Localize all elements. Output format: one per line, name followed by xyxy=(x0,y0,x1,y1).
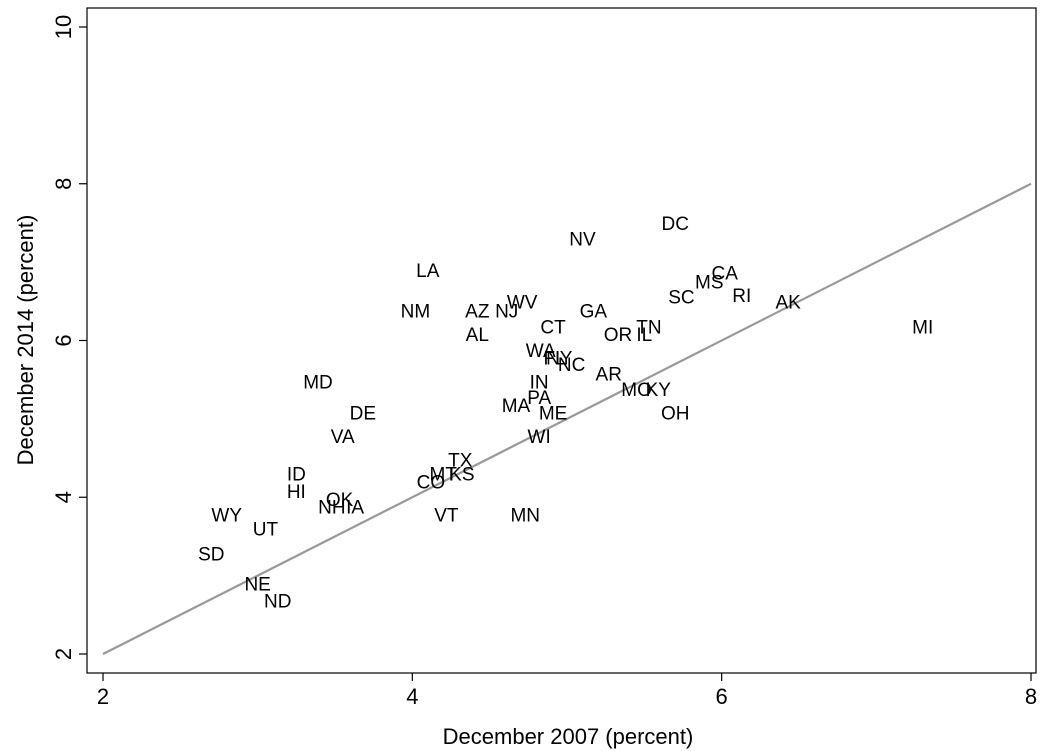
point-label-ga: GA xyxy=(580,302,608,323)
point-label-fl: FL xyxy=(544,349,566,370)
point-label-vt: VT xyxy=(434,505,459,526)
x-tick-label: 4 xyxy=(406,684,418,709)
x-tick-label: 2 xyxy=(97,684,109,709)
point-label-mi: MI xyxy=(912,317,933,338)
point-label-ky: KY xyxy=(646,380,672,401)
point-label-ct: CT xyxy=(540,317,566,338)
point-label-nd: ND xyxy=(264,592,291,613)
y-tick-label: 4 xyxy=(51,491,76,503)
y-tick-label: 8 xyxy=(51,178,76,190)
point-label-hi: HI xyxy=(287,482,306,503)
point-label-ca: CA xyxy=(712,263,739,284)
point-label-ma: MA xyxy=(502,396,531,417)
y-tick-label: 6 xyxy=(51,334,76,346)
axes: 2 4 6 8 2 4 6 8 10 xyxy=(51,15,1037,709)
point-label-ut: UT xyxy=(253,520,279,541)
point-label-or: OR xyxy=(604,325,633,346)
point-label-md: MD xyxy=(303,372,333,393)
point-label-wi: WI xyxy=(528,427,551,448)
point-label-nh: NH xyxy=(318,498,345,519)
point-label-nj: NJ xyxy=(495,302,518,323)
point-label-me: ME xyxy=(539,404,568,425)
point-label-ar: AR xyxy=(596,364,622,385)
point-label-al: AL xyxy=(466,325,489,346)
plot-frame xyxy=(86,7,1037,674)
x-tick-label: 8 xyxy=(1025,684,1037,709)
point-label-mn: MN xyxy=(510,505,540,526)
y-tick-label: 10 xyxy=(51,15,76,39)
point-label-nc: NC xyxy=(558,355,585,376)
y-tick-label: 2 xyxy=(51,648,76,660)
point-label-oh: OH xyxy=(661,404,690,425)
point-label-ia: IA xyxy=(346,498,364,519)
reference-line xyxy=(102,182,1032,655)
point-label-id: ID xyxy=(287,465,306,486)
y-axis-title: December 2014 (percent) xyxy=(13,215,38,466)
point-label-ks: KS xyxy=(449,465,474,486)
point-label-tx: TX xyxy=(448,451,473,472)
point-label-in: IN xyxy=(530,372,549,393)
x-axis-title: December 2007 (percent) xyxy=(443,724,694,749)
point-label-mo: MO xyxy=(621,380,652,401)
point-label-ms: MS xyxy=(695,273,724,294)
point-label-co: CO xyxy=(417,473,446,494)
point-label-ne: NE xyxy=(244,574,270,595)
point-label-nv: NV xyxy=(569,230,596,251)
point-label-la: LA xyxy=(416,261,440,282)
point-label-sc: SC xyxy=(668,288,694,309)
point-label-ok: OK xyxy=(326,490,354,511)
point-label-dc: DC xyxy=(662,214,689,235)
point-label-tn: TN xyxy=(636,317,661,338)
point-label-de: DE xyxy=(350,404,376,425)
reference-line-layer xyxy=(102,182,1032,655)
point-label-il: IL xyxy=(636,325,652,346)
point-label-ak: AK xyxy=(775,292,801,313)
point-label-wy: WY xyxy=(211,505,242,526)
point-label-nm: NM xyxy=(401,302,431,323)
point-label-sd: SD xyxy=(198,545,224,566)
point-label-ny: NY xyxy=(546,349,573,370)
point-label-az: AZ xyxy=(465,302,490,323)
point-label-va: VA xyxy=(331,427,355,448)
point-label-mt: MT xyxy=(430,465,458,486)
point-label-pa: PA xyxy=(527,388,551,409)
point-label-ri: RI xyxy=(732,286,751,307)
point-label-wa: WA xyxy=(526,341,556,362)
point-label-wv: WV xyxy=(507,292,538,313)
x-tick-label: 6 xyxy=(716,684,728,709)
